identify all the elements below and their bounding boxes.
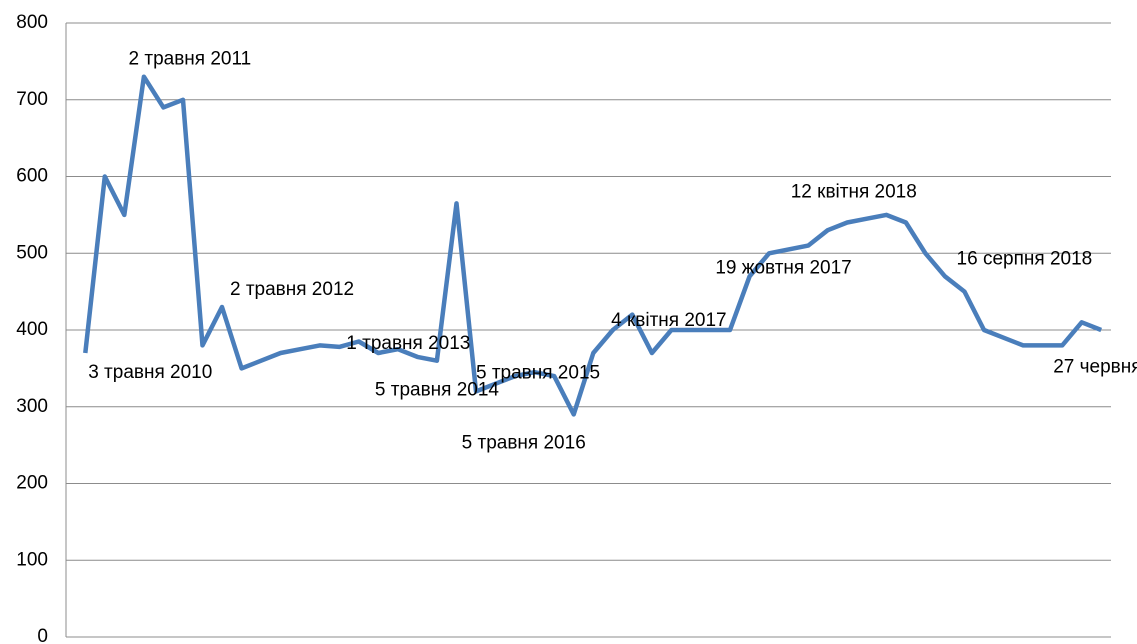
point-annotation: 4 квітня 2017 [611,310,727,331]
point-annotation: 2 травня 2012 [230,279,354,300]
point-annotation: 16 серпня 2018 [957,248,1093,269]
point-annotation: 2 травня 2011 [129,49,252,70]
y-tick-label: 800 [16,12,48,33]
point-annotation: 12 квітня 2018 [791,182,917,203]
point-annotation: 3 травня 2010 [88,362,212,383]
point-annotation: 27 червня 2019 [1053,356,1137,377]
y-tick-label: 700 [16,89,48,110]
y-tick-label: 0 [37,626,48,644]
y-tick-label: 500 [16,242,48,263]
point-annotation: 5 травня 2014 [375,380,500,401]
point-annotation: 19 жовтня 2017 [715,257,851,278]
point-annotation: 1 травня 2013 [346,333,470,354]
y-tick-label: 100 [16,549,48,570]
y-tick-label: 600 [16,166,48,187]
data-line [83,74,1103,417]
y-tick-label: 400 [16,319,48,340]
y-tick-label: 200 [16,473,48,494]
point-annotation: 5 травня 2016 [462,432,586,453]
point-annotation: 5 травня 2015 [476,362,600,383]
y-tick-label: 300 [16,396,48,417]
